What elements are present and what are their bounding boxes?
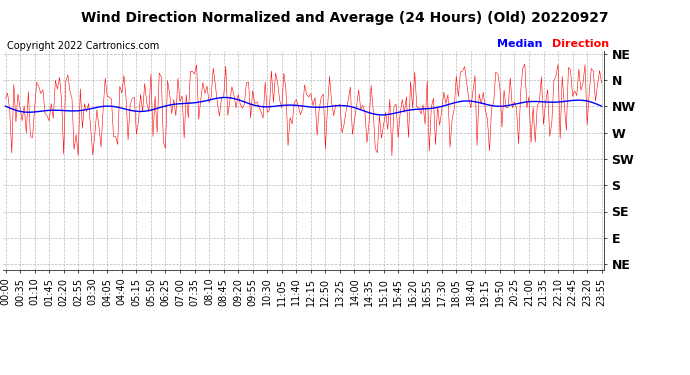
- Text: Copyright 2022 Cartronics.com: Copyright 2022 Cartronics.com: [7, 41, 159, 51]
- Text: Wind Direction Normalized and Average (24 Hours) (Old) 20220927: Wind Direction Normalized and Average (2…: [81, 11, 609, 25]
- Text: Median: Median: [497, 39, 542, 50]
- Text: Direction: Direction: [552, 39, 609, 50]
